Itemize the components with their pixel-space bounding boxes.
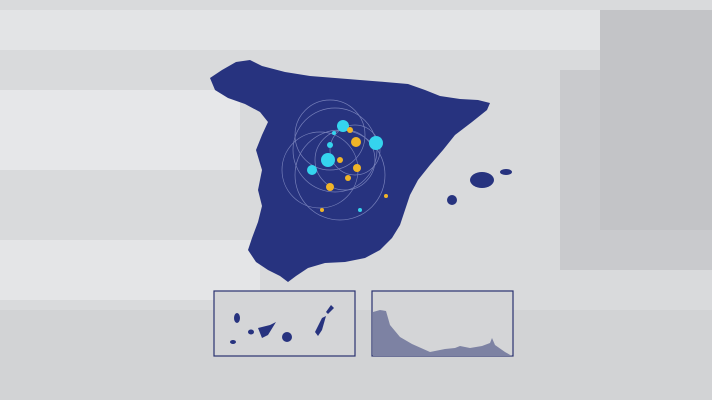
cyan-dot: [332, 131, 336, 135]
coastline-profile: [373, 310, 512, 356]
cyan-dot: [358, 208, 362, 212]
ibiza: [447, 195, 457, 205]
inset-canary-islands: [213, 290, 356, 357]
orange-dot: [347, 127, 353, 133]
ring: [292, 107, 378, 193]
canary-islands: [230, 305, 334, 344]
ring: [329, 124, 381, 176]
mallorca: [470, 172, 494, 188]
orange-dot: [337, 157, 343, 163]
background-band: [0, 240, 260, 300]
orange-dot: [326, 183, 334, 191]
ring: [294, 99, 366, 171]
background-band: [600, 10, 712, 230]
orange-dot: [351, 137, 361, 147]
orange-dot: [345, 175, 351, 181]
background-band: [0, 10, 712, 50]
orange-dot: [320, 208, 324, 212]
menorca: [500, 169, 512, 175]
orange-dot: [384, 194, 388, 198]
cyan-dot: [307, 165, 317, 175]
background-band: [0, 90, 240, 170]
cyan-dot: [327, 142, 333, 148]
orange-dot: [353, 164, 361, 172]
background-band: [0, 310, 712, 400]
cyan-dot: [337, 120, 349, 132]
cyan-dot: [321, 153, 335, 167]
spain-mainland: [210, 60, 490, 282]
data-dots: [307, 120, 388, 212]
cyan-dot: [369, 136, 383, 150]
